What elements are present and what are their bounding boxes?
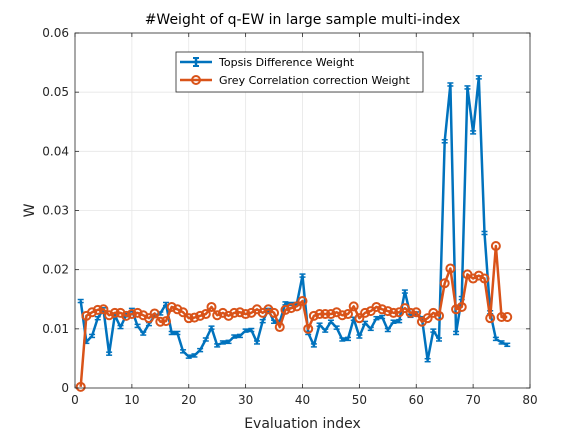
y-axis-label: W [22,203,38,217]
data-point-marker [234,307,245,318]
x-tick-label: 40 [295,393,310,407]
data-point-marker [206,301,217,312]
data-point-marker [291,301,302,312]
data-point-marker [354,313,365,324]
data-point-marker [155,316,166,327]
data-point-marker [502,312,513,322]
legend-marker-grey [191,75,201,85]
y-tick-label: 0.04 [42,144,69,158]
y-tick-label: 0.05 [42,85,69,99]
data-point-marker [109,307,120,318]
x-tick-label: 20 [181,393,196,407]
data-point-marker [490,241,501,251]
chart-title: #Weight of q-EW in large sample multi-in… [145,12,461,28]
data-point-marker [161,316,171,327]
data-point-marker [274,322,285,333]
data-point-marker [348,301,359,312]
data-point-marker [422,313,433,324]
data-point-marker [320,309,331,320]
data-point-marker [92,304,103,315]
x-tick-label: 70 [465,393,480,407]
data-point-marker [200,309,211,320]
axis-ticks: 0 10 20 30 40 50 60 70 80 0 0.01 0.02 0.03 0.04 0.05 0.… [42,26,537,407]
data-point-marker [325,309,336,320]
data-point-marker [405,307,416,318]
data-point-marker [308,310,319,321]
data-point-marker [195,310,206,321]
data-point-marker [297,296,308,307]
data-point-marker [371,301,382,312]
y-tick-label: 0.01 [42,322,69,336]
x-tick-label: 80 [522,393,537,407]
data-point-marker [189,312,200,323]
x-tick-label: 0 [71,393,79,407]
data-point-marker [212,310,223,321]
data-point-marker [183,313,194,324]
data-point-marker [382,306,393,317]
data-point-marker [75,381,86,392]
data-point-marker [229,307,240,318]
data-point-marker [343,309,353,320]
legend-label-topsis: Topsis Difference Weight [218,56,355,69]
data-point-marker [98,304,109,315]
legend-label-grey: Grey Correlation correction Weight [219,74,411,87]
data-point-marker [269,307,280,318]
x-tick-label: 30 [238,393,253,407]
y-tick-label: 0.03 [42,204,69,218]
data-point-marker [240,309,251,320]
legend: Topsis Difference Weight Grey Correlatio… [175,51,424,93]
x-tick-label: 60 [409,393,424,407]
data-point-marker [314,309,325,320]
data-point-marker [303,323,314,334]
data-point-marker [456,301,467,312]
data-point-marker [445,263,456,274]
data-point-marker [104,310,115,321]
data-point-marker [399,303,410,314]
data-point-marker [87,307,98,318]
series-layer [75,75,513,392]
data-point-marker [143,313,154,324]
x-tick-label: 10 [124,393,139,407]
data-point-marker [434,310,444,321]
legend-box [175,51,424,93]
data-point-marker [166,301,177,312]
data-point-marker [485,313,496,324]
data-point-marker [479,273,490,284]
series-grey [75,241,513,392]
data-point-marker [388,307,399,318]
data-point-marker [126,309,137,320]
data-point-marker [337,310,348,321]
data-point-marker [132,307,143,318]
data-point-marker [451,304,462,315]
data-point-marker [149,308,160,319]
data-point-marker [178,307,189,318]
data-point-marker [121,310,132,321]
y-tick-label: 0.02 [42,263,69,277]
data-point-marker [411,307,422,318]
data-point-marker [439,278,450,289]
data-point-marker [496,312,507,322]
data-point-marker [360,307,371,318]
x-tick-label: 50 [352,393,367,407]
x-axis-label: Evaluation index [244,416,361,432]
data-point-marker [377,304,388,315]
data-point-marker [286,303,297,314]
y-tick-label: 0.06 [42,26,69,40]
data-point-marker [280,304,291,315]
y-tick-label: 0 [61,381,69,395]
